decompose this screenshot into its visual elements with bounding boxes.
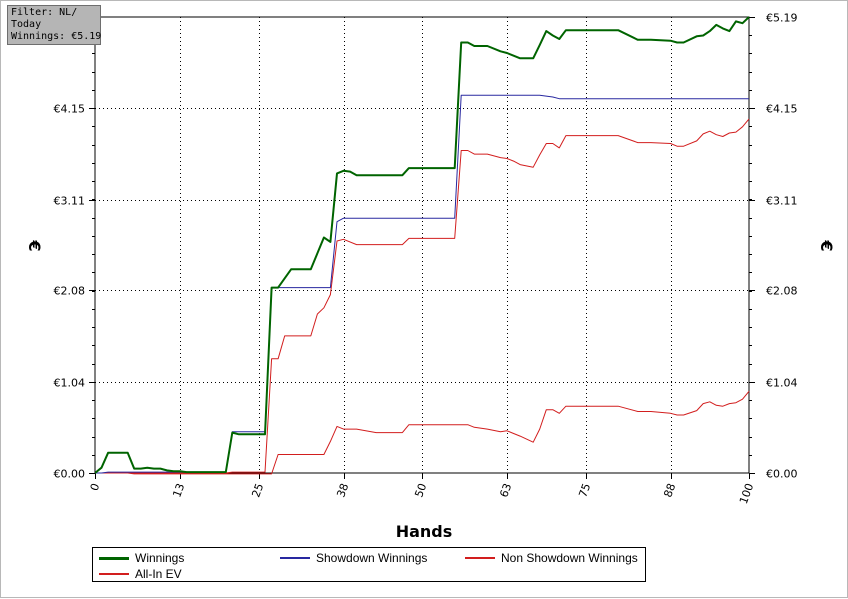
filter-period: Today [11, 19, 42, 30]
legend-swatch-winnings [99, 556, 129, 560]
y-tick-label-left: €1.04 [54, 377, 86, 390]
x-tick-label: 88 [661, 482, 678, 500]
filter-line: Filter: NL/ [11, 7, 78, 18]
legend-swatch-all-in-ev [99, 573, 129, 575]
series-line-showdown-winnings [95, 94, 749, 474]
x-tick-label: 50 [412, 482, 429, 500]
legend-item-all-in-ev: All-In EV [99, 566, 182, 582]
y-tick-label-right: €1.04 [766, 377, 798, 390]
series-line-all-in-ev [95, 118, 750, 474]
x-tick-label: 38 [334, 482, 351, 500]
axes: 0 13 25 38 50 63 75 88 100 €0.00 €0.00 €1.04 €1.04 €2… [54, 12, 798, 506]
legend-swatch-non-showdown-winnings [465, 557, 495, 559]
legend-label-all-in-ev: All-In EV [135, 567, 182, 581]
y-tick-label-left: €3.11 [54, 195, 86, 208]
x-tick-label: 63 [497, 482, 514, 500]
y-tick-label-left: €0.00 [54, 468, 86, 481]
chart-legend: Winnings Showdown Winnings Non Showdown … [92, 547, 646, 582]
y-tick-label-left: €2.08 [54, 285, 86, 298]
x-tick-label: 0 [88, 482, 103, 493]
y-tick-label-right: €3.11 [766, 195, 798, 208]
legend-item-non-showdown-winnings: Non Showdown Winnings [465, 550, 638, 566]
legend-label-non-showdown-winnings: Non Showdown Winnings [501, 551, 638, 565]
y-tick-label-right: €5.19 [766, 12, 798, 25]
y-tick-label-right: €2.08 [766, 285, 798, 298]
x-tick-label: 13 [170, 482, 187, 500]
x-axis-title: Hands [396, 522, 453, 541]
x-tick-label: 100 [737, 482, 756, 506]
grid [95, 17, 749, 473]
filter-summary-box: Filter: NL/ Today Winnings: €5.19 [7, 5, 101, 45]
y-axis-title-left: € [25, 239, 44, 251]
series-line-winnings [95, 16, 750, 474]
legend-label-showdown-winnings: Showdown Winnings [316, 551, 428, 565]
y-tick-label-right: €4.15 [766, 103, 798, 116]
legend-item-winnings: Winnings [99, 550, 184, 566]
y-tick-label-left: €4.15 [54, 103, 86, 116]
legend-label-winnings: Winnings [135, 551, 185, 565]
legend-swatch-showdown-winnings [280, 557, 310, 559]
y-axis-title-right: € [817, 239, 836, 251]
series-line-non-showdown-winnings [95, 390, 750, 475]
y-tick-label-right: €0.00 [766, 468, 798, 481]
x-tick-label: 75 [576, 482, 593, 500]
series-lines [95, 16, 750, 475]
winnings-total: Winnings: €5.19 [11, 31, 102, 42]
x-tick-label: 25 [249, 482, 266, 500]
legend-item-showdown-winnings: Showdown Winnings [280, 550, 427, 566]
